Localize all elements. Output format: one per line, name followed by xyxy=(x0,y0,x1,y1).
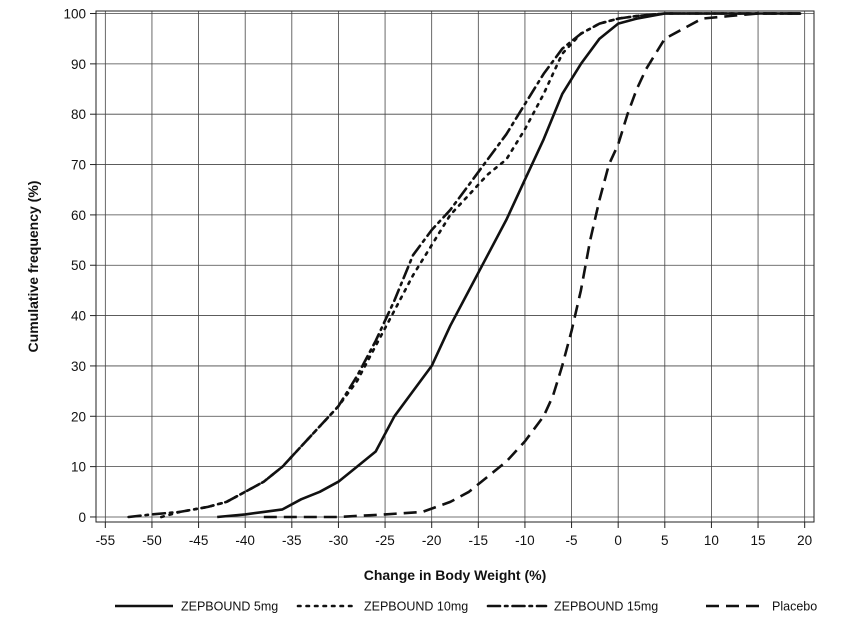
y-axis-title: Cumulative frequency (%) xyxy=(25,181,41,353)
y-tick-label: 0 xyxy=(78,510,86,525)
y-tick-label: 90 xyxy=(71,57,86,72)
legend-label: ZEPBOUND 15mg xyxy=(554,600,658,614)
legend-label: Placebo xyxy=(772,600,817,614)
x-tick-label: -30 xyxy=(329,533,349,548)
x-tick-label: -15 xyxy=(469,533,489,548)
series-line-zepbound-15mg xyxy=(127,12,802,519)
x-tick-label: -25 xyxy=(375,533,395,548)
x-tick-label: -50 xyxy=(142,533,162,548)
series-line-zepbound-5mg xyxy=(217,12,800,519)
legend: ZEPBOUND 5mg ZEPBOUND 10mg ZEPBOUND 15mg Pl… xyxy=(115,600,817,614)
x-tick-label: 20 xyxy=(797,533,812,548)
y-axis-ticks: 0 10 20 30 40 50 60 70 80 90 100 xyxy=(63,7,96,525)
legend-label: ZEPBOUND 5mg xyxy=(181,600,278,614)
x-tick-label: -10 xyxy=(515,533,535,548)
x-tick-label: -35 xyxy=(282,533,302,548)
x-tick-label: 15 xyxy=(751,533,766,548)
x-tick-label: -45 xyxy=(189,533,209,548)
x-axis-ticks: -55 -50 -45 -40 -35 -30 -25 -20 -15 -10 -5 0 5 10 15 20 xyxy=(96,522,812,548)
y-tick-label: 40 xyxy=(71,309,86,324)
plot-frame xyxy=(95,10,815,523)
legend-label: ZEPBOUND 10mg xyxy=(364,600,468,614)
x-tick-label: -55 xyxy=(96,533,116,548)
y-tick-label: 80 xyxy=(71,107,86,122)
y-tick-label: 10 xyxy=(71,460,86,475)
grid xyxy=(96,11,814,522)
x-axis-title: Change in Body Weight (%) xyxy=(364,567,547,583)
y-tick-label: 20 xyxy=(71,409,86,424)
y-tick-label: 30 xyxy=(71,359,86,374)
x-tick-label: 0 xyxy=(614,533,622,548)
x-tick-label: 10 xyxy=(704,533,719,548)
x-tick-label: -40 xyxy=(235,533,255,548)
x-tick-label: -5 xyxy=(566,533,578,548)
x-tick-label: 5 xyxy=(661,533,669,548)
y-tick-label: 100 xyxy=(63,7,86,22)
y-tick-label: 60 xyxy=(71,208,86,223)
y-tick-label: 50 xyxy=(71,258,86,273)
series-line-placebo xyxy=(263,12,800,519)
x-tick-label: -20 xyxy=(422,533,442,548)
series-layer xyxy=(127,12,802,519)
y-tick-label: 70 xyxy=(71,158,86,173)
